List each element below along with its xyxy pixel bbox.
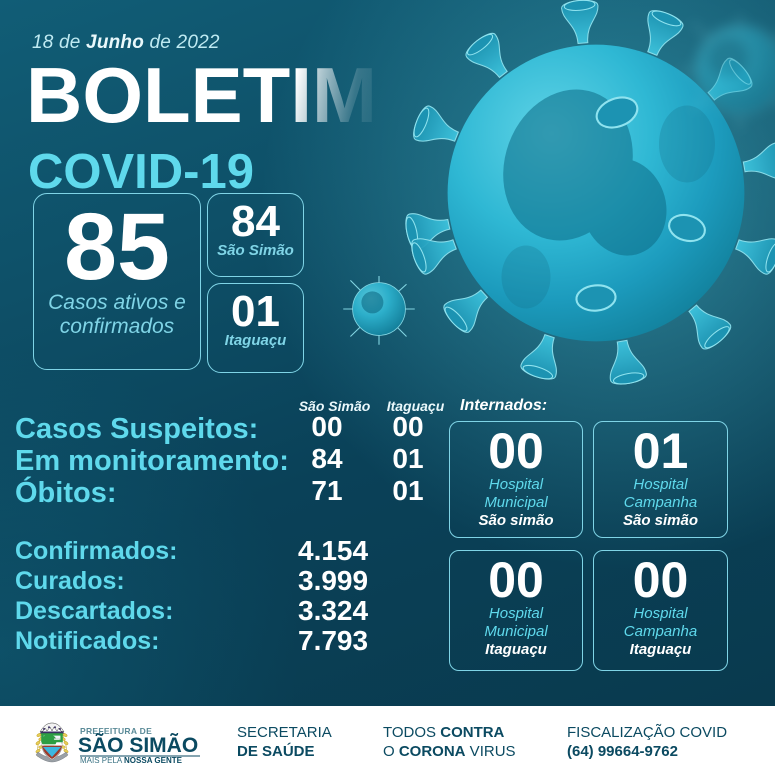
svg-text:MAIS PELA NOSSA GENTE: MAIS PELA NOSSA GENTE xyxy=(80,756,183,765)
svg-text:SÃO SIMÃO: SÃO SIMÃO xyxy=(78,734,198,757)
